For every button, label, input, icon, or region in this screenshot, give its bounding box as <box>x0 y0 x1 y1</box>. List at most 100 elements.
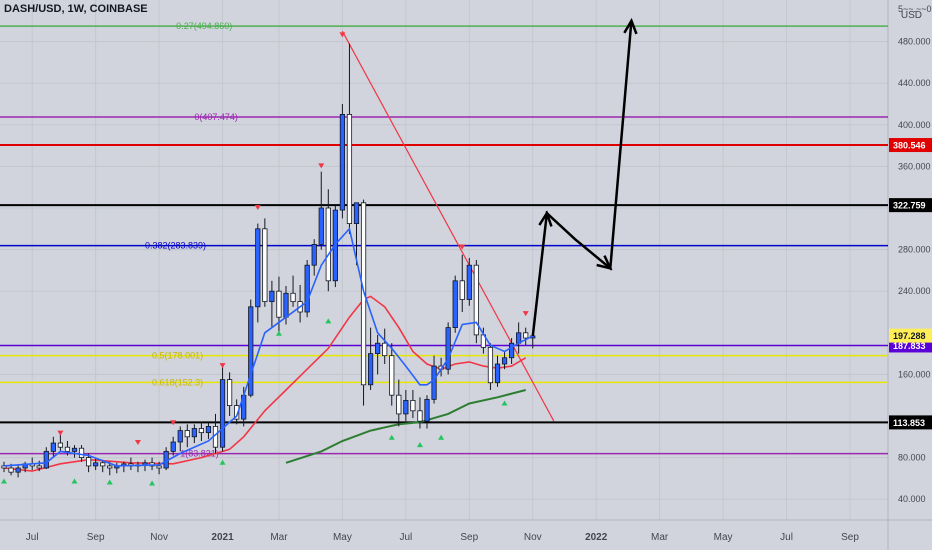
candle-body <box>494 363 501 384</box>
candle-body <box>1 465 7 469</box>
down-marker <box>254 205 261 210</box>
candle-body <box>466 264 472 300</box>
candle-body <box>424 398 430 422</box>
up-marker <box>501 400 508 406</box>
candle <box>304 260 310 318</box>
candle <box>375 334 381 375</box>
price-tag <box>889 138 932 153</box>
candle <box>198 422 204 441</box>
candle <box>15 464 21 478</box>
candle <box>170 436 176 456</box>
candle <box>417 397 423 429</box>
up-marker <box>388 434 395 440</box>
candle <box>100 459 106 473</box>
candle-body <box>219 379 226 448</box>
candle-body <box>501 357 508 365</box>
candle-body <box>177 430 183 443</box>
candle-body <box>473 264 479 336</box>
down-marker <box>219 363 226 369</box>
candle <box>43 447 49 470</box>
price-tag <box>889 198 932 213</box>
candle-body <box>107 465 113 469</box>
candle <box>339 104 346 219</box>
up-marker <box>275 330 282 336</box>
candle <box>57 433 64 452</box>
down-marker <box>459 244 466 250</box>
level-label: 1(83.821) <box>180 449 219 459</box>
candle-body <box>255 228 261 308</box>
x-tick-label: Jul <box>399 532 412 543</box>
trendline <box>341 30 555 422</box>
candle <box>367 327 374 390</box>
candle <box>276 276 282 335</box>
candle <box>360 199 367 406</box>
candle-body <box>410 399 416 412</box>
candle-body <box>205 425 212 434</box>
ema-fast-line <box>3 227 534 467</box>
candle-body <box>417 410 423 422</box>
candle <box>248 299 254 398</box>
candle-body <box>191 428 197 438</box>
candle-body <box>184 430 190 438</box>
y-tick-label: 480.000 <box>898 37 931 47</box>
candle <box>93 457 99 471</box>
price-tag-label: 113.853 <box>893 418 925 428</box>
candle-body <box>226 379 233 407</box>
candle-body <box>8 467 14 473</box>
up-marker <box>149 480 156 486</box>
candle <box>382 328 388 364</box>
candle-body <box>276 290 282 318</box>
x-tick-label: Mar <box>270 532 288 543</box>
x-tick-label: Nov <box>150 532 168 543</box>
projection-arrowhead <box>596 255 613 271</box>
candle <box>234 399 240 425</box>
candle <box>318 171 324 250</box>
candle <box>184 424 190 448</box>
candle <box>353 202 360 266</box>
candle <box>262 218 268 307</box>
candle <box>325 189 331 292</box>
price-tag <box>889 415 932 430</box>
candle-body <box>389 355 395 396</box>
sma-line <box>285 389 526 464</box>
up-marker <box>106 479 113 485</box>
candle-body <box>311 243 317 266</box>
candle-body <box>325 207 331 282</box>
down-marker <box>170 420 177 426</box>
down-marker <box>339 32 346 38</box>
candle-body <box>93 462 99 467</box>
candle-body <box>64 446 71 452</box>
y-tick-label: 400.000 <box>898 120 931 130</box>
up-marker <box>71 478 78 484</box>
price-tag-label: 187.833 <box>893 341 926 351</box>
candle-body <box>269 290 275 303</box>
candle-body <box>367 353 374 386</box>
price-tag <box>889 328 932 343</box>
candle-body <box>156 465 162 469</box>
y-tick-label: 160.000 <box>898 369 931 379</box>
candle <box>50 436 56 458</box>
x-tick-label: Mar <box>651 532 669 543</box>
up-marker <box>325 318 332 324</box>
up-marker <box>438 434 445 440</box>
candle-body <box>403 399 409 415</box>
candle-body <box>452 280 458 328</box>
up-marker <box>219 459 226 465</box>
x-tick-label: 2021 <box>211 532 234 543</box>
candle <box>226 372 233 416</box>
candle-body <box>36 465 42 469</box>
candle-body <box>353 202 360 225</box>
candle-body <box>445 327 451 370</box>
x-tick-label: 2022 <box>585 532 608 543</box>
candle-body <box>170 441 176 452</box>
candle <box>269 280 275 328</box>
candle <box>452 275 458 333</box>
candle <box>78 445 85 462</box>
level-label: 0(407.474) <box>194 112 238 122</box>
candle-body <box>318 207 324 245</box>
candle <box>255 223 261 323</box>
candle-body <box>487 346 494 384</box>
down-marker <box>522 311 529 317</box>
